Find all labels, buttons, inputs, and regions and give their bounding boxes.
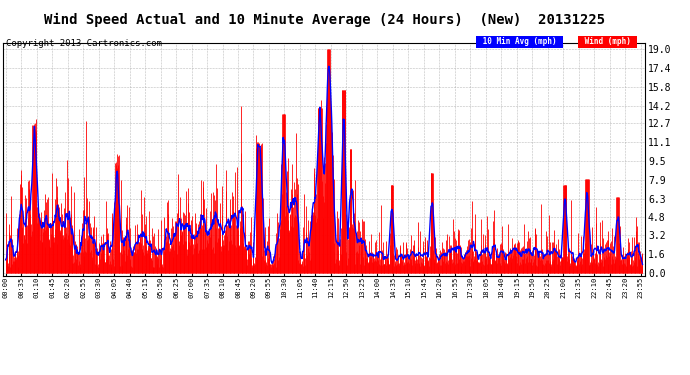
Text: Wind (mph): Wind (mph) — [580, 38, 635, 46]
Text: Wind Speed Actual and 10 Minute Average (24 Hours)  (New)  20131225: Wind Speed Actual and 10 Minute Average … — [43, 13, 605, 27]
Text: Copyright 2013 Cartronics.com: Copyright 2013 Cartronics.com — [6, 39, 161, 48]
Text: 10 Min Avg (mph): 10 Min Avg (mph) — [478, 38, 562, 46]
